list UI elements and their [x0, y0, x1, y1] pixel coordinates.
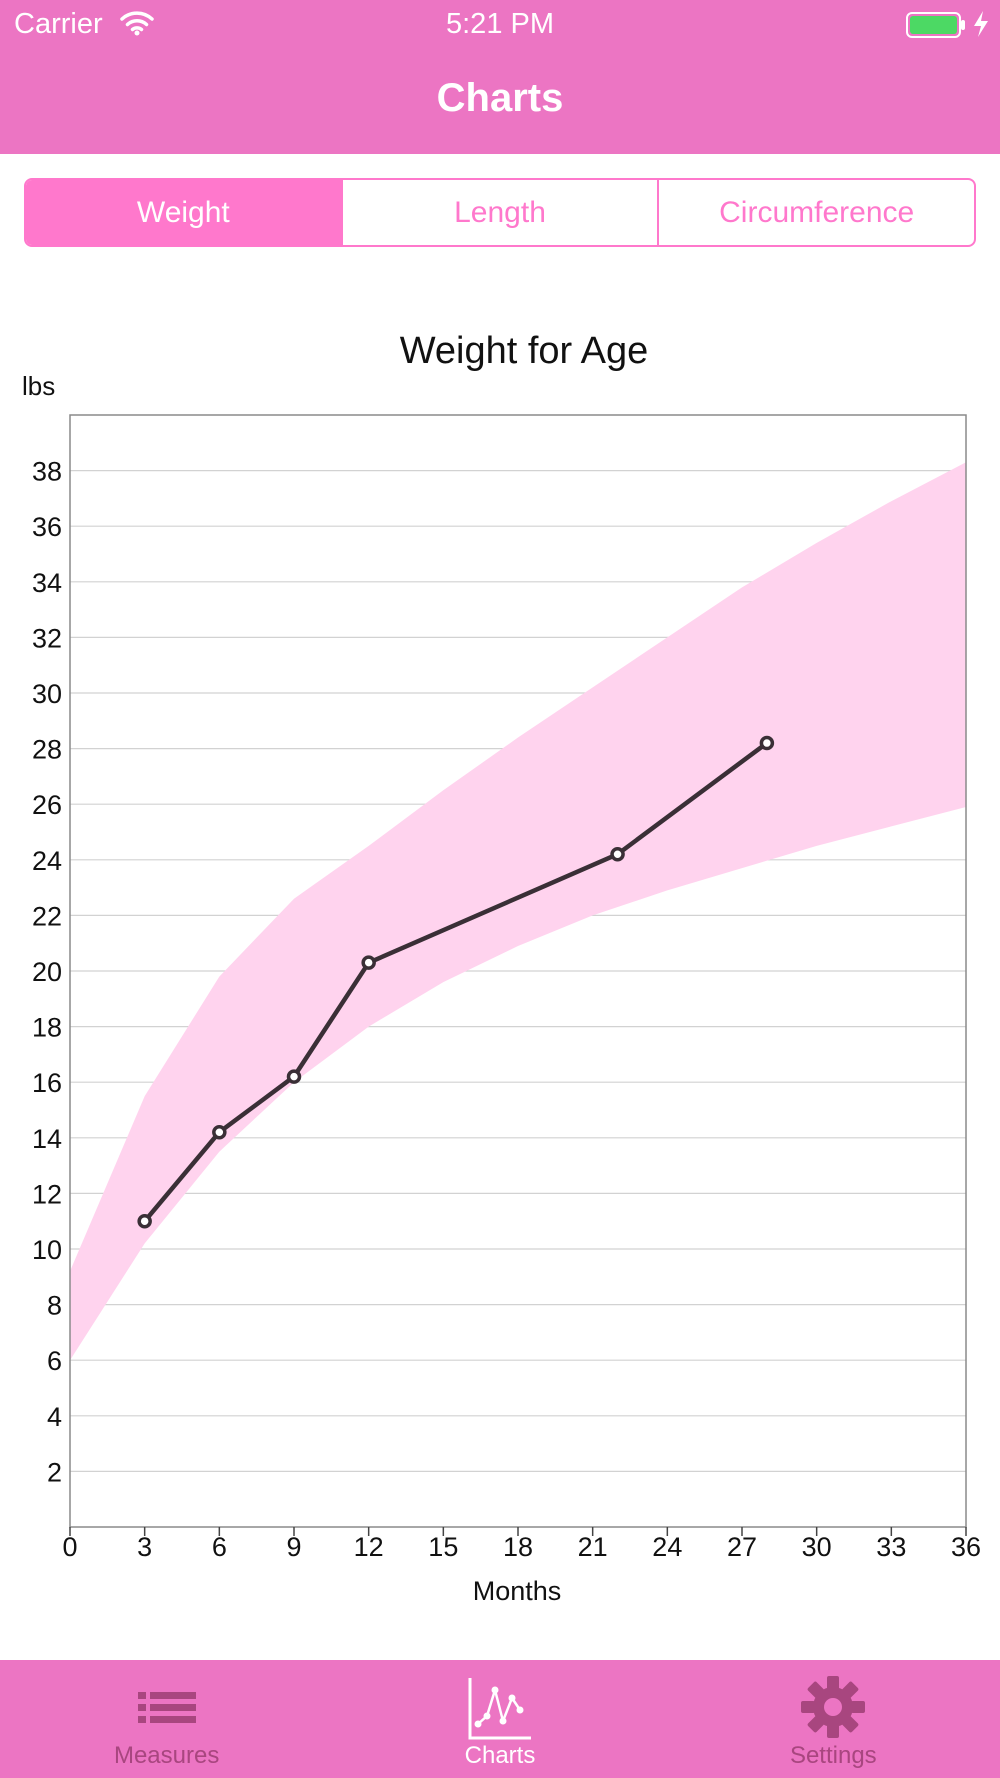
y-tick-label: 26 — [32, 790, 62, 820]
gear-icon — [801, 1676, 866, 1738]
weight-series-line — [142, 741, 769, 1223]
segment-length[interactable]: Length — [343, 180, 660, 245]
tab-measures[interactable]: Measures — [0, 1660, 333, 1778]
y-tick-label: 30 — [32, 679, 62, 709]
tab-charts[interactable]: Charts — [333, 1660, 666, 1778]
wifi-icon — [120, 11, 154, 36]
y-tick-label: 38 — [32, 457, 62, 487]
data-point — [137, 1213, 152, 1229]
header-bar: Carrier 5:21 PM Charts — [0, 0, 1000, 154]
x-tick-label: 24 — [652, 1532, 682, 1562]
chart-title: Weight for Age — [400, 330, 649, 372]
y-tick-label: 32 — [32, 623, 62, 653]
x-tick-label: 18 — [503, 1532, 533, 1562]
tab-charts-label: Charts — [464, 1742, 536, 1769]
charging-icon — [974, 11, 988, 37]
x-tick-label: 0 — [62, 1532, 77, 1562]
y-tick-label: 4 — [47, 1402, 62, 1432]
y-tick-label: 8 — [47, 1291, 62, 1321]
data-point — [610, 846, 625, 862]
y-tick-label: 24 — [32, 846, 62, 876]
x-tick-label: 36 — [951, 1532, 981, 1562]
y-tick-label: 14 — [32, 1124, 62, 1154]
y-tick-label: 22 — [32, 901, 62, 931]
reference-band — [70, 462, 966, 1361]
measure-type-segmented-control: Weight Length Circumference — [24, 178, 976, 247]
tab-settings[interactable]: Settings — [667, 1660, 1000, 1778]
x-tick-label: 6 — [212, 1532, 227, 1562]
y-tick-label: 36 — [32, 512, 62, 542]
weight-for-age-chart: Weight for Age lbs Months 0 3 6 9 12 15 18 21 24… — [22, 330, 981, 1606]
y-tick-label: 10 — [32, 1235, 62, 1265]
y-tick-label: 16 — [32, 1068, 62, 1098]
status-time: 5:21 PM — [446, 8, 554, 40]
y-tick-label: 28 — [32, 735, 62, 765]
y-tick-label: 18 — [32, 1013, 62, 1043]
segment-weight[interactable]: Weight — [26, 180, 343, 245]
y-tick-label: 34 — [32, 568, 62, 598]
carrier-label: Carrier — [14, 8, 103, 40]
x-tick-label: 15 — [428, 1532, 458, 1562]
tab-bar: Measures Charts — [0, 1660, 1000, 1778]
y-tick-label: 2 — [47, 1457, 62, 1487]
x-tick-label: 9 — [286, 1532, 301, 1562]
segment-circumference[interactable]: Circumference — [719, 195, 915, 229]
status-bar: Carrier 5:21 PM — [0, 0, 1000, 50]
list-icon — [137, 1692, 196, 1723]
data-point — [361, 955, 376, 970]
chart-icon — [468, 1678, 531, 1740]
y-tick-label: 6 — [47, 1346, 62, 1376]
tab-settings-label: Settings — [789, 1742, 877, 1769]
data-point — [759, 735, 775, 751]
x-tick-label: 12 — [354, 1532, 384, 1562]
tab-measures-label: Measures — [113, 1742, 220, 1769]
battery-icon — [906, 12, 965, 38]
x-tick-label: 27 — [727, 1532, 757, 1562]
y-tick-label: 20 — [32, 957, 62, 987]
data-point — [212, 1124, 227, 1140]
x-tick-label: 3 — [137, 1532, 152, 1562]
y-axis-unit-label: lbs — [22, 371, 55, 401]
y-tick-label: 12 — [32, 1179, 62, 1209]
x-tick-label: 21 — [578, 1532, 608, 1562]
x-axis-title: Months — [473, 1576, 562, 1606]
data-point — [286, 1069, 302, 1084]
x-tick-label: 30 — [802, 1532, 832, 1562]
x-tick-label: 33 — [876, 1532, 906, 1562]
page-title: Charts — [436, 76, 564, 120]
